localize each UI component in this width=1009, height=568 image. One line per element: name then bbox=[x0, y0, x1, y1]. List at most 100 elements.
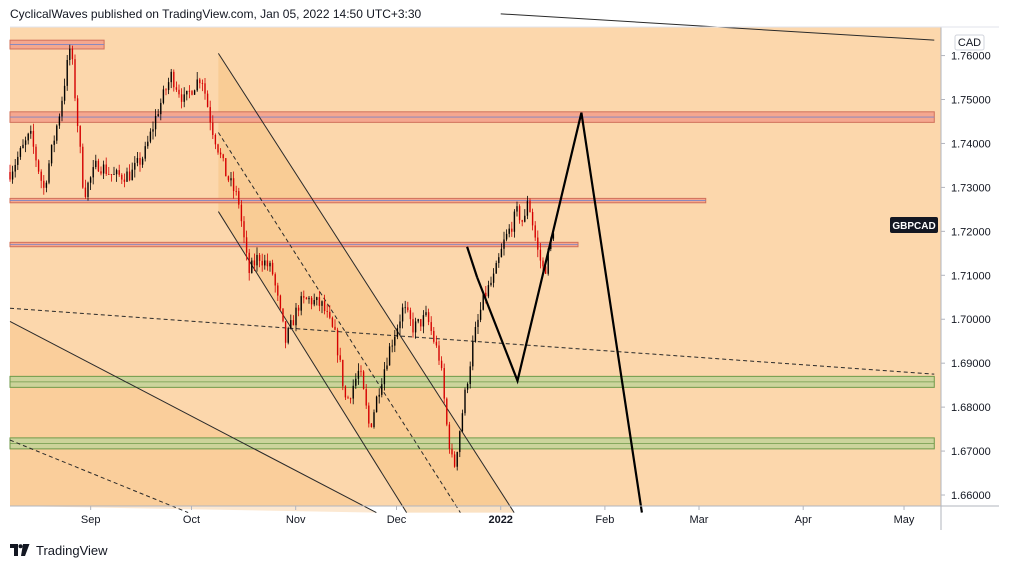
candle-body-157 bbox=[414, 321, 417, 333]
candle-body-101 bbox=[269, 262, 271, 267]
candle-body-206 bbox=[542, 260, 544, 267]
candle-body-205 bbox=[539, 249, 542, 261]
candle-body-117 bbox=[310, 297, 313, 305]
candle-body-203 bbox=[534, 225, 536, 238]
trend-line-1 bbox=[217, 53, 515, 513]
candle-body-125 bbox=[331, 317, 334, 327]
candle-body-43 bbox=[118, 170, 120, 175]
candle-body-35 bbox=[97, 160, 100, 172]
candle-body-165 bbox=[435, 341, 438, 346]
candle-body-111 bbox=[295, 307, 297, 326]
candle-body-207 bbox=[544, 266, 547, 274]
time-tick-label-5: 2022 bbox=[488, 514, 512, 526]
candle-body-84 bbox=[225, 158, 227, 177]
footer-brand[interactable]: TradingView bbox=[10, 540, 108, 560]
time-tick-label-2: Oct bbox=[183, 514, 200, 526]
candle-body-63 bbox=[170, 71, 172, 83]
candle-body-99 bbox=[264, 260, 266, 266]
price-axis[interactable]: 1.76000 1.75000 1.74000 1.73000 1.72000 1.710… bbox=[941, 51, 991, 502]
candle-body-108 bbox=[287, 328, 289, 343]
candle-body-55 bbox=[149, 131, 152, 142]
candle-body-104 bbox=[277, 285, 279, 296]
candle-body-170 bbox=[448, 424, 451, 449]
time-tick-label-3: Nov bbox=[286, 514, 306, 526]
candle-body-17 bbox=[50, 144, 53, 164]
candle-body-72 bbox=[193, 90, 196, 95]
candle-body-197 bbox=[518, 206, 521, 221]
price-tick-label-5: 1.72000 bbox=[951, 226, 991, 238]
trend-line-4 bbox=[9, 307, 935, 375]
candle-body-158 bbox=[417, 319, 419, 322]
publisher-caption: CyclicalWaves published on TradingView.c… bbox=[10, 7, 422, 21]
candle-body-64 bbox=[173, 71, 175, 88]
projection-layer bbox=[466, 112, 643, 513]
candle-body-148 bbox=[391, 345, 393, 347]
time-tick-label-6: Feb bbox=[595, 514, 614, 526]
candle-body-199 bbox=[524, 215, 526, 222]
candle-body-138 bbox=[365, 389, 367, 406]
time-tick-label-4: Dec bbox=[387, 514, 407, 526]
candle-body-68 bbox=[183, 94, 185, 102]
candle-body-31 bbox=[87, 182, 89, 197]
candle-body-40 bbox=[110, 174, 113, 175]
candle-body-92 bbox=[245, 237, 248, 253]
candle-body-106 bbox=[282, 308, 284, 322]
candle-body-109 bbox=[290, 320, 292, 329]
candle-body-183 bbox=[482, 292, 484, 310]
time-tick-label-8: Apr bbox=[795, 514, 812, 526]
candle-body-38 bbox=[105, 164, 107, 175]
candle-body-59 bbox=[160, 102, 162, 115]
candle-body-46 bbox=[126, 171, 128, 182]
candle-body-73 bbox=[196, 79, 198, 91]
candle-body-82 bbox=[219, 152, 222, 155]
candle-body-28 bbox=[79, 126, 81, 147]
candle-body-155 bbox=[409, 310, 412, 320]
candle-body-145 bbox=[383, 369, 386, 385]
candle-body-191 bbox=[503, 239, 505, 249]
candle-body-151 bbox=[399, 321, 401, 329]
candle-body-198 bbox=[521, 220, 523, 222]
candle-body-57 bbox=[154, 115, 157, 130]
candle-body-47 bbox=[128, 171, 131, 181]
candle-body-58 bbox=[157, 114, 159, 116]
candle-body-174 bbox=[459, 431, 461, 453]
candle-body-132 bbox=[349, 398, 352, 400]
candle-body-23 bbox=[66, 59, 68, 86]
candle-body-172 bbox=[453, 454, 456, 467]
candle-body-131 bbox=[347, 397, 349, 399]
price-tick-label-2: 1.75000 bbox=[951, 95, 991, 107]
candle-body-13 bbox=[40, 171, 42, 181]
symbol-label: GBPCAD bbox=[892, 221, 935, 232]
candle-body-178 bbox=[469, 366, 471, 384]
candle-body-136 bbox=[360, 370, 362, 372]
candle-body-137 bbox=[362, 371, 365, 390]
candle-body-42 bbox=[115, 170, 118, 175]
candle-body-120 bbox=[318, 297, 321, 306]
candle-body-7 bbox=[24, 140, 27, 145]
candle-body-69 bbox=[186, 90, 188, 95]
time-axis[interactable]: Sep Oct Nov Dec 2022 Feb Mar Apr May bbox=[81, 506, 915, 526]
candle-body-190 bbox=[500, 248, 503, 258]
candle-body-2 bbox=[11, 171, 14, 180]
candle-body-93 bbox=[248, 252, 250, 274]
candle-body-186 bbox=[490, 282, 492, 286]
candle-body-112 bbox=[297, 307, 300, 311]
candle-body-98 bbox=[261, 260, 263, 266]
candle-body-16 bbox=[48, 163, 50, 183]
candle-body-193 bbox=[508, 228, 510, 234]
time-tick-label-9: May bbox=[894, 514, 915, 526]
candle-body-196 bbox=[516, 206, 518, 212]
candle-body-39 bbox=[108, 174, 110, 175]
trend-line-5 bbox=[9, 320, 377, 514]
candle-body-100 bbox=[266, 260, 269, 267]
candle-body-74 bbox=[199, 79, 201, 84]
candle-body-142 bbox=[375, 396, 378, 413]
candle-body-116 bbox=[308, 297, 310, 300]
candle-body-122 bbox=[323, 301, 326, 312]
candle-body-89 bbox=[238, 191, 240, 205]
candle-body-139 bbox=[368, 405, 370, 424]
candle-body-19 bbox=[56, 125, 58, 141]
candle-body-78 bbox=[209, 107, 211, 123]
candle-body-171 bbox=[451, 448, 453, 455]
